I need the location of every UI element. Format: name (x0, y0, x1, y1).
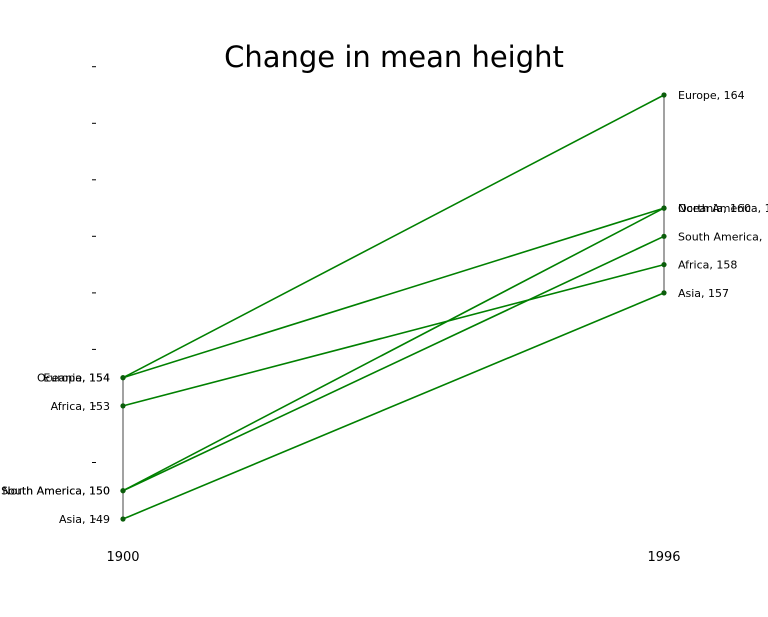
x-axis: 1900 1996 (106, 550, 680, 565)
marker-2-1 (661, 262, 667, 268)
marker-5-1 (661, 290, 667, 296)
point-label-3-1: North America, 1 (678, 202, 768, 215)
marker-2-0 (120, 403, 126, 409)
series-lines (122, 94, 665, 520)
marker-0-1 (661, 92, 667, 98)
marker-4-0 (120, 488, 126, 494)
series-line-5 (122, 292, 665, 520)
marker-4-1 (661, 233, 667, 239)
x-tick-label-1: 1996 (647, 550, 680, 565)
marker-3-1 (661, 205, 667, 211)
point-label-5-0: Asia, 149 (59, 513, 110, 526)
point-label-3-0: North America, 150 (2, 485, 110, 498)
point-label-2-1: Africa, 158 (678, 259, 737, 272)
point-label-4-1: South America, (678, 230, 762, 243)
point-label-1-0: Oceania, 154 (37, 372, 110, 385)
series-markers (120, 92, 667, 522)
y-axis-ticks (92, 66, 96, 520)
vertical-axis-lines (122, 95, 665, 519)
series-line-1 (122, 207, 665, 379)
series-line-4 (122, 235, 665, 492)
marker-1-0 (120, 375, 126, 381)
point-labels: Europe, 154 Europe, 164 Oceania, 154 Oceani… (1, 89, 768, 526)
point-label-4-0: South America, 150 (1, 485, 110, 498)
series-line-0 (122, 94, 665, 379)
series-line-2 (122, 263, 665, 407)
series-line-3 (122, 207, 665, 492)
point-label-0-1: Europe, 164 (678, 89, 745, 102)
marker-5-0 (120, 516, 126, 522)
point-label-1-1: Oceania, 160 (678, 202, 751, 215)
point-label-2-0: Africa, 153 (51, 400, 110, 413)
point-label-5-1: Asia, 157 (678, 287, 729, 300)
point-label-0-0: Europe, 154 (43, 372, 110, 385)
x-tick-label-0: 1900 (106, 550, 139, 565)
chart-title: Change in mean height (224, 40, 564, 74)
